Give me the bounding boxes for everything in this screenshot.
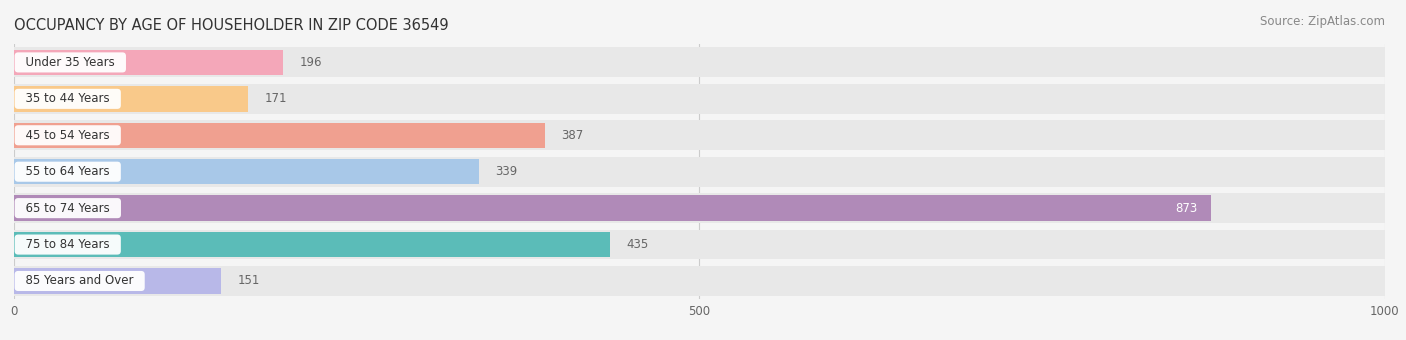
Bar	[14, 157, 1385, 187]
Bar	[14, 193, 1385, 223]
Bar	[14, 84, 1385, 114]
Text: OCCUPANCY BY AGE OF HOUSEHOLDER IN ZIP CODE 36549: OCCUPANCY BY AGE OF HOUSEHOLDER IN ZIP C…	[14, 18, 449, 33]
Text: 171: 171	[264, 92, 287, 105]
Bar	[14, 268, 221, 294]
Text: 151: 151	[238, 274, 260, 288]
Text: 65 to 74 Years: 65 to 74 Years	[18, 202, 118, 215]
Text: 339: 339	[495, 165, 517, 178]
Bar	[14, 195, 1211, 221]
Text: 196: 196	[299, 56, 322, 69]
Bar	[14, 159, 479, 185]
Text: 75 to 84 Years: 75 to 84 Years	[18, 238, 117, 251]
Text: 85 Years and Over: 85 Years and Over	[18, 274, 141, 288]
Bar	[14, 232, 610, 257]
Text: Source: ZipAtlas.com: Source: ZipAtlas.com	[1260, 15, 1385, 28]
Text: 873: 873	[1175, 202, 1197, 215]
Text: 45 to 54 Years: 45 to 54 Years	[18, 129, 117, 142]
Bar	[14, 50, 283, 75]
Bar	[14, 120, 1385, 150]
Bar	[14, 230, 1385, 259]
Text: 35 to 44 Years: 35 to 44 Years	[18, 92, 117, 105]
Bar	[14, 266, 1385, 296]
Text: Under 35 Years: Under 35 Years	[18, 56, 122, 69]
Text: 55 to 64 Years: 55 to 64 Years	[18, 165, 117, 178]
Bar	[14, 48, 1385, 78]
Bar	[14, 122, 544, 148]
Text: 387: 387	[561, 129, 583, 142]
Text: 435: 435	[627, 238, 650, 251]
Bar	[14, 86, 249, 112]
